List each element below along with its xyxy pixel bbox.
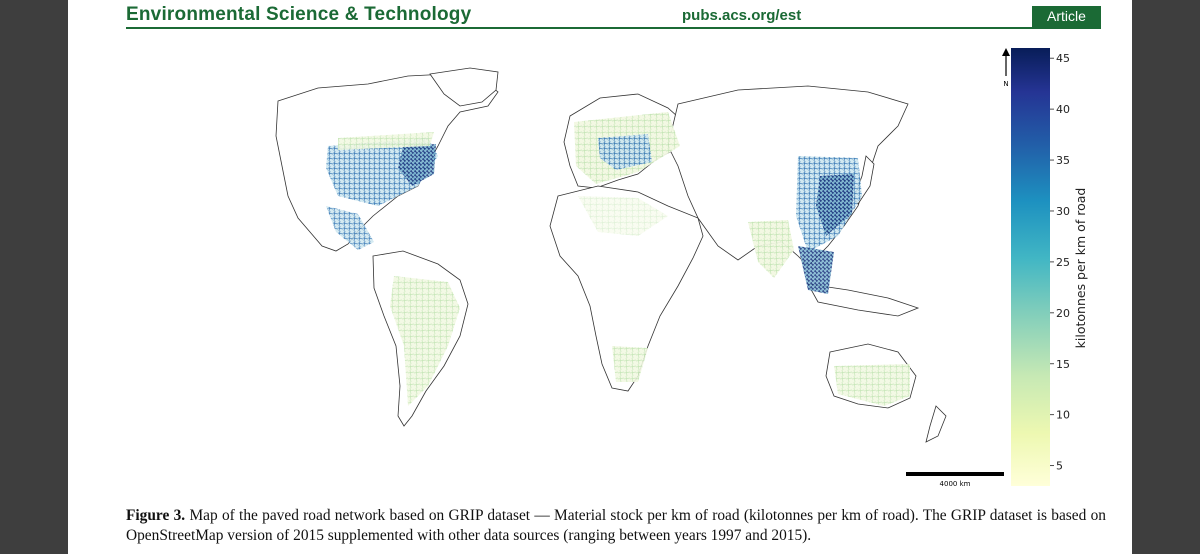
north-arrow: N	[1002, 48, 1010, 88]
scale-bar: 4000 km	[906, 472, 1004, 488]
north-arrow-head	[1002, 48, 1010, 56]
road-density-overlay	[326, 112, 910, 406]
colorbar-ticks: 45 40 35 30 25 20 15 10 5	[1050, 52, 1070, 473]
colorbar-label: kilotonnes per km of road	[1073, 188, 1088, 349]
colorbar-tick-label: 5	[1056, 460, 1063, 473]
colorbar-tick-label: 45	[1056, 52, 1070, 65]
header-rule	[126, 27, 1101, 29]
colorbar-tick-label: 30	[1056, 205, 1070, 218]
figure-caption-label: Figure 3.	[126, 507, 186, 524]
article-badge: Article	[1032, 6, 1101, 27]
colorbar-tick-label: 20	[1056, 307, 1070, 320]
colorbar-tick-label: 35	[1056, 154, 1070, 167]
colorbar: 45 40 35 30 25 20 15 10 5 kilotonnes per km of r…	[1011, 48, 1088, 486]
figure-caption-text: Map of the paved road network based on G…	[126, 507, 1106, 544]
australia-roads	[834, 364, 910, 406]
scale-bar-label: 4000 km	[940, 480, 971, 488]
canada-roads	[338, 132, 434, 150]
scale-bar-rule	[906, 472, 1004, 476]
colorbar-tick-label: 25	[1056, 256, 1070, 269]
colorbar-gradient	[1011, 48, 1050, 486]
india-roads	[748, 220, 794, 278]
greenland-landmass	[429, 67, 499, 107]
colorbar-tick-label: 15	[1056, 358, 1070, 371]
south-america-roads	[390, 276, 460, 406]
journal-title: Environmental Science & Technology	[126, 4, 472, 25]
north-arrow-label: N	[1003, 80, 1008, 88]
africa-roads	[578, 196, 668, 236]
journal-url[interactable]: pubs.acs.org/est	[682, 7, 802, 24]
central-europe-roads	[598, 134, 652, 170]
new-zealand-landmass	[925, 405, 947, 443]
road-network-map-figure: N 4000 km 45 40 35 30 25 20 15 10 5 kilotonnes p…	[275, 48, 1088, 488]
maritime-southeast-asia	[807, 283, 920, 317]
east-china-roads	[816, 174, 854, 236]
usa-east-roads	[398, 144, 436, 186]
colorbar-tick-label: 10	[1056, 409, 1070, 422]
figure-caption: Figure 3. Map of the paved road network …	[126, 506, 1106, 546]
paper-page: Environmental Science & Technology pubs.…	[68, 0, 1132, 554]
southeast-asia-roads	[798, 246, 834, 294]
colorbar-tick-label: 40	[1056, 103, 1070, 116]
mexico-roads	[326, 206, 374, 250]
south-africa-roads	[612, 346, 648, 382]
